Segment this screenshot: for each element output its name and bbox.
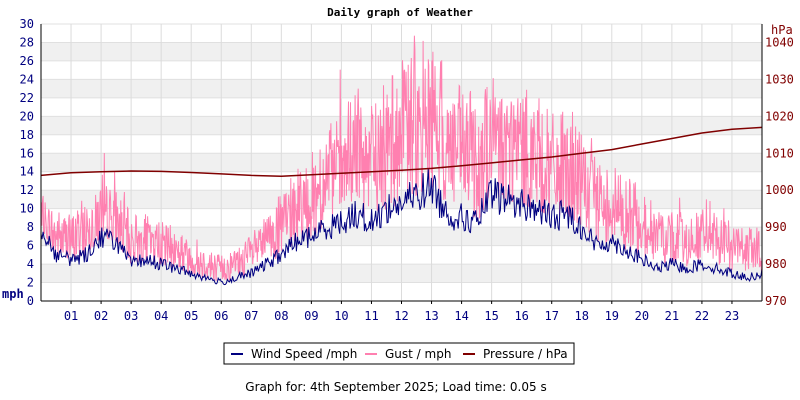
x-tick-label: 11	[364, 309, 378, 323]
x-tick-label: 10	[334, 309, 348, 323]
left-tick-label: 28	[20, 35, 34, 49]
footer-status: Graph for: 4th September 2025; Load time…	[245, 380, 546, 394]
x-tick-label: 08	[274, 309, 288, 323]
chart-title: Daily graph of Weather	[327, 6, 473, 19]
x-tick-label: 13	[424, 309, 438, 323]
series-pressure-line	[40, 126, 763, 177]
left-tick-label: 0	[27, 294, 34, 308]
x-tick-label: 23	[725, 309, 739, 323]
right-tick-label: 1000	[765, 183, 794, 197]
x-tick-label: 02	[94, 309, 108, 323]
left-tick-label: 8	[27, 220, 34, 234]
right-tick-label: 1040	[765, 35, 794, 49]
x-tick-label: 05	[184, 309, 198, 323]
x-tick-label: 09	[304, 309, 318, 323]
x-tick-label: 03	[124, 309, 138, 323]
right-axis-unit: hPa	[771, 23, 793, 37]
x-tick-label: 17	[544, 309, 558, 323]
right-tick-label: 980	[765, 257, 787, 271]
legend-label: Pressure / hPa	[483, 347, 568, 361]
left-tick-label: 24	[20, 72, 34, 86]
axes: 0246810121416182022242628309709809901000…	[20, 17, 794, 323]
left-tick-label: 30	[20, 17, 34, 31]
left-tick-label: 16	[20, 146, 34, 160]
x-tick-label: 19	[605, 309, 619, 323]
left-tick-label: 4	[27, 257, 34, 271]
x-tick-label: 07	[244, 309, 258, 323]
series-gust-line	[40, 35, 763, 282]
left-tick-label: 26	[20, 54, 34, 68]
x-tick-label: 14	[454, 309, 468, 323]
x-tick-label: 16	[514, 309, 528, 323]
right-tick-label: 1010	[765, 146, 794, 160]
left-tick-label: 10	[20, 202, 34, 216]
x-tick-label: 18	[575, 309, 589, 323]
legend-label: Gust / mph	[385, 347, 451, 361]
left-tick-label: 6	[27, 239, 34, 253]
x-tick-label: 21	[665, 309, 679, 323]
right-tick-label: 1030	[765, 72, 794, 86]
x-tick-label: 15	[484, 309, 498, 323]
left-tick-label: 20	[20, 109, 34, 123]
right-tick-label: 970	[765, 294, 787, 308]
series-layer	[40, 35, 763, 286]
left-tick-label: 2	[27, 276, 34, 290]
left-axis-unit: mph	[2, 287, 24, 301]
series-wind-speed-line	[40, 169, 763, 286]
legend: Wind Speed /mph Gust / mph Pressure / hPa	[223, 342, 575, 365]
right-tick-label: 990	[765, 220, 787, 234]
x-tick-label: 22	[695, 309, 709, 323]
left-tick-label: 12	[20, 183, 34, 197]
legend-label: Wind Speed /mph	[251, 347, 357, 361]
left-tick-label: 18	[20, 128, 34, 142]
left-tick-label: 22	[20, 91, 34, 105]
right-tick-label: 1020	[765, 109, 794, 123]
legend-box	[223, 342, 575, 365]
x-tick-label: 01	[64, 309, 78, 323]
x-tick-label: 20	[635, 309, 649, 323]
x-tick-label: 04	[154, 309, 168, 323]
x-tick-label: 12	[394, 309, 408, 323]
left-tick-label: 14	[20, 165, 34, 179]
x-tick-label: 06	[214, 309, 228, 323]
